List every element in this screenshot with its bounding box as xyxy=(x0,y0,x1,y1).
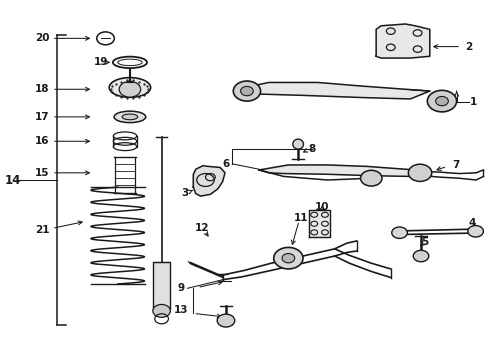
Circle shape xyxy=(435,96,447,106)
Text: 14: 14 xyxy=(5,174,21,186)
Text: 12: 12 xyxy=(194,223,208,233)
Circle shape xyxy=(233,81,260,101)
Circle shape xyxy=(119,81,141,97)
Text: 4: 4 xyxy=(468,218,475,228)
Ellipse shape xyxy=(122,114,138,120)
Text: 2: 2 xyxy=(464,42,471,51)
Text: 7: 7 xyxy=(451,160,458,170)
Circle shape xyxy=(217,314,234,327)
Circle shape xyxy=(391,227,407,238)
Polygon shape xyxy=(239,82,429,99)
Text: 16: 16 xyxy=(35,136,49,146)
Polygon shape xyxy=(259,165,429,176)
Text: 1: 1 xyxy=(469,97,476,107)
Ellipse shape xyxy=(114,111,145,123)
Circle shape xyxy=(153,305,170,318)
Circle shape xyxy=(240,86,253,96)
Text: 6: 6 xyxy=(222,159,229,169)
Text: 13: 13 xyxy=(174,305,188,315)
Circle shape xyxy=(273,247,303,269)
Polygon shape xyxy=(375,24,429,58)
Text: 18: 18 xyxy=(35,84,49,94)
Circle shape xyxy=(282,253,294,263)
Text: 3: 3 xyxy=(181,188,188,198)
Ellipse shape xyxy=(292,139,303,149)
Text: 9: 9 xyxy=(177,283,184,293)
Text: 17: 17 xyxy=(35,112,49,122)
Text: 8: 8 xyxy=(307,144,315,154)
Text: 11: 11 xyxy=(293,213,307,222)
Text: 10: 10 xyxy=(315,202,329,212)
Text: 19: 19 xyxy=(93,57,108,67)
Text: 21: 21 xyxy=(35,225,49,235)
Text: 5: 5 xyxy=(421,237,427,247)
Circle shape xyxy=(427,90,456,112)
Circle shape xyxy=(407,164,431,181)
Circle shape xyxy=(467,226,483,237)
Text: 20: 20 xyxy=(35,33,49,43)
Circle shape xyxy=(360,170,381,186)
Ellipse shape xyxy=(109,78,150,97)
Bar xyxy=(153,262,170,309)
Polygon shape xyxy=(309,211,329,237)
Text: 15: 15 xyxy=(35,168,49,178)
Circle shape xyxy=(412,250,428,262)
Polygon shape xyxy=(193,166,224,196)
